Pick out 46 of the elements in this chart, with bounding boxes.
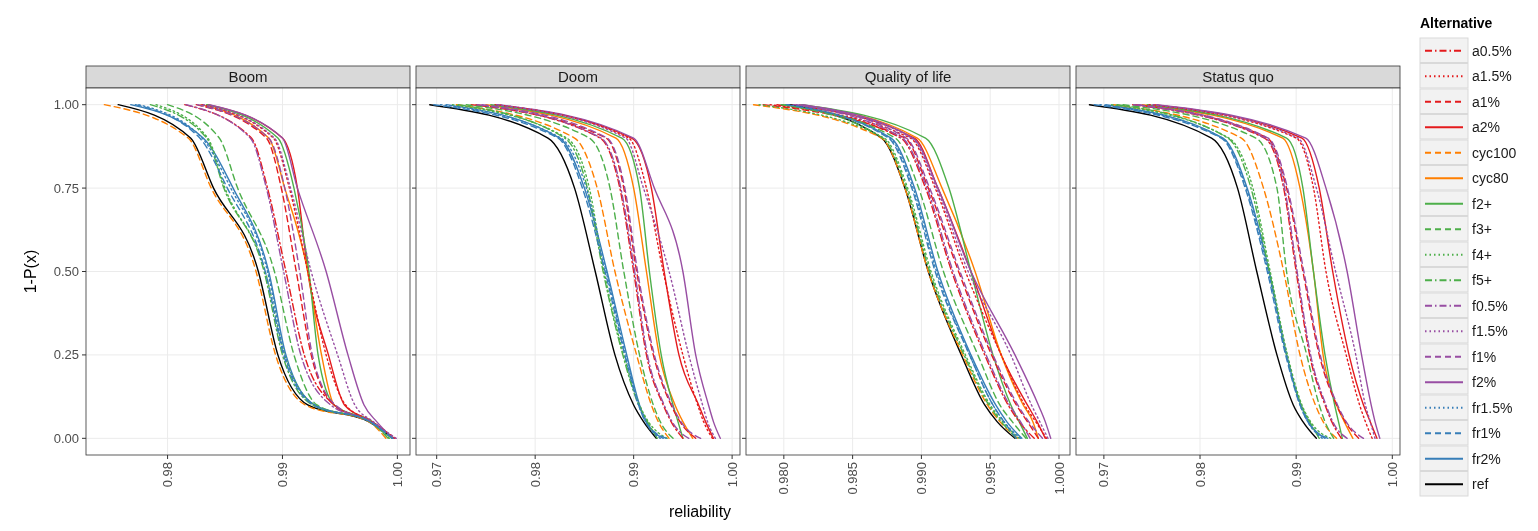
x-tick-label: 0.97 <box>1096 462 1112 488</box>
legend-label: fr2% <box>1472 450 1501 467</box>
x-tick-label: 1.000 <box>1051 462 1067 495</box>
legend-label: f2+ <box>1472 195 1492 212</box>
x-tick-label: 0.98 <box>527 462 543 488</box>
legend-label: fr1.5% <box>1472 399 1513 416</box>
legend-label: a2% <box>1472 119 1501 136</box>
chart-title: Boom <box>228 68 268 86</box>
x-tick-label: 0.97 <box>429 462 445 488</box>
x-tick-label: 0.99 <box>275 462 291 488</box>
x-tick-label: 0.980 <box>776 462 792 495</box>
y-tick-label: 0.75 <box>53 180 79 196</box>
y-tick-label: 0.25 <box>53 347 79 363</box>
legend-label: f0.5% <box>1472 297 1508 314</box>
chart-title: Doom <box>557 68 599 86</box>
legend-label: fr1% <box>1472 425 1501 442</box>
chart-title: Status quo <box>1202 68 1274 86</box>
legend-label: a1.5% <box>1472 68 1512 85</box>
legend-label: f2% <box>1472 374 1497 391</box>
x-tick-label: 0.98 <box>1192 462 1208 488</box>
x-tick-label: 1.00 <box>389 462 405 488</box>
y-tick-label: 0.50 <box>53 264 79 280</box>
x-tick-label: 0.98 <box>160 462 176 488</box>
legend-label: f5+ <box>1472 272 1492 289</box>
x-tick-label: 1.00 <box>724 462 740 488</box>
x-tick-label: 0.990 <box>913 462 929 495</box>
x-tick-label: 0.99 <box>626 462 642 488</box>
legend-label: cyc100 <box>1472 144 1517 161</box>
legend-label: ref <box>1472 476 1489 493</box>
y-axis-title: 1-P(x) <box>22 249 39 294</box>
x-tick-label: 0.985 <box>845 462 861 495</box>
x-tick-label: 0.995 <box>982 462 998 495</box>
legend-label: f3+ <box>1472 221 1492 238</box>
x-axis-title: reliability <box>668 503 732 520</box>
chart-title: Quality of life <box>864 68 952 86</box>
legend-label: cyc80 <box>1472 170 1509 187</box>
legend-label: f4+ <box>1472 246 1492 263</box>
legend-label: a0.5% <box>1472 42 1512 59</box>
legend-label: f1.5% <box>1472 323 1508 340</box>
legend-label: f1% <box>1472 348 1497 365</box>
legend-label: a1% <box>1472 93 1501 110</box>
x-tick-label: 1.00 <box>1384 462 1400 488</box>
y-tick-label: 0.00 <box>53 430 79 446</box>
legend-title: Alternative <box>1420 15 1493 31</box>
y-tick-label: 1.00 <box>53 97 79 113</box>
x-tick-label: 0.99 <box>1288 462 1304 488</box>
